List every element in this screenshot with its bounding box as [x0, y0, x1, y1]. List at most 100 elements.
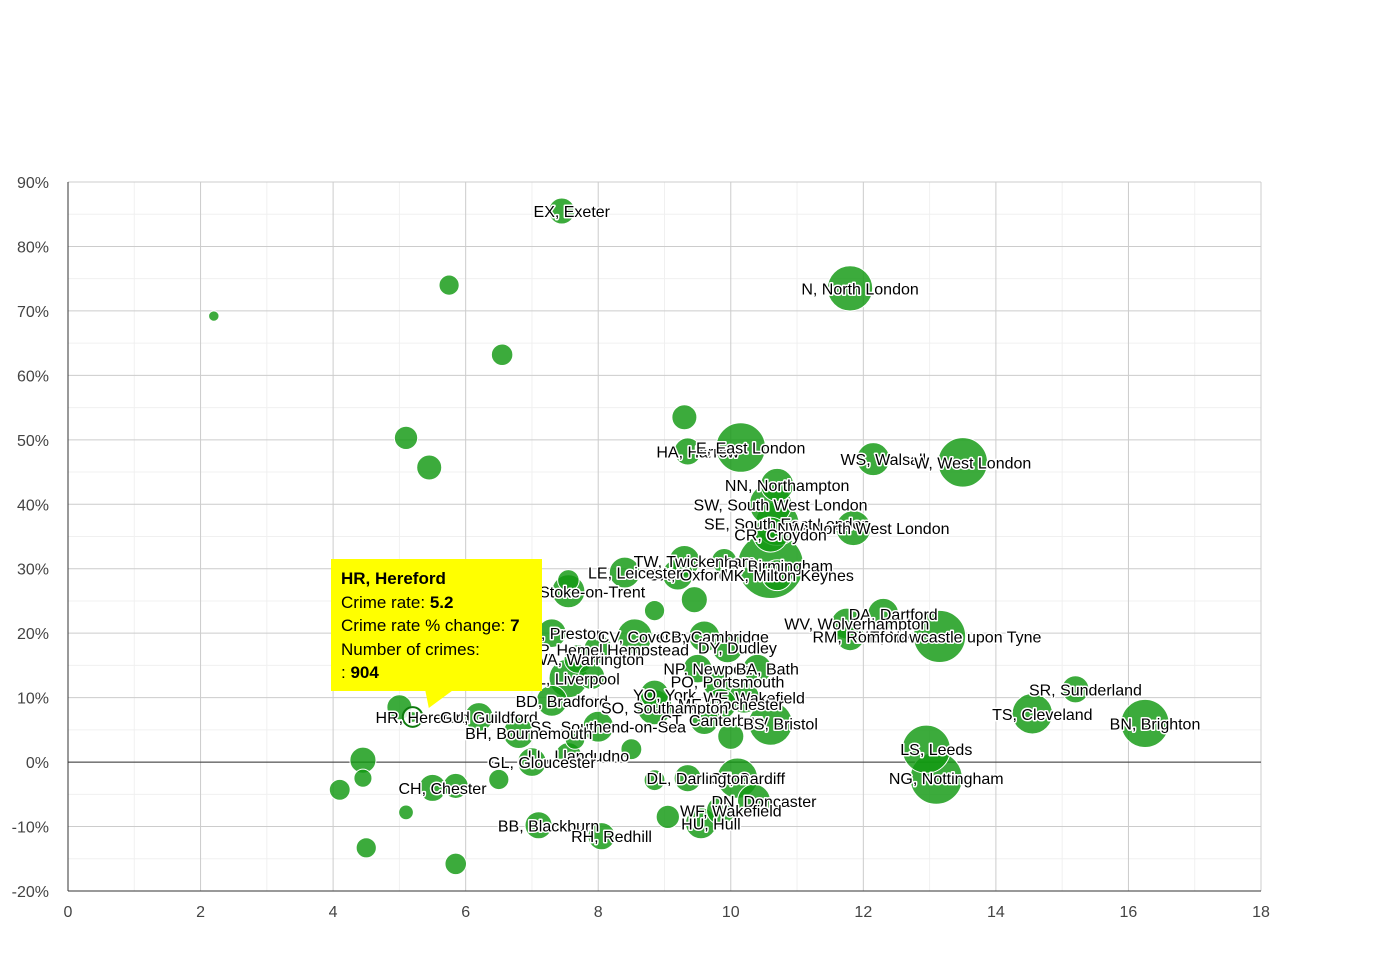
bubbles-layer [208, 197, 1170, 876]
bubble-label: CH, Chester [399, 781, 488, 798]
bubble [761, 559, 794, 592]
bubble-label: DY, Dudley [698, 640, 777, 657]
bubble [587, 822, 616, 851]
bubble [655, 804, 680, 830]
bubble [616, 618, 653, 655]
tooltip-change-label: Crime rate % change: [341, 616, 506, 635]
bubble-label: NW, North West London [777, 521, 949, 538]
bubble [901, 724, 951, 774]
bubble [680, 586, 708, 614]
x-tick-label: 12 [854, 904, 872, 921]
bubble-label: E, East London [696, 441, 805, 458]
y-tick-label: 70% [17, 304, 49, 321]
tooltip-rate-row: Crime rate: 5.2 [341, 591, 532, 615]
y-tick-label: 80% [17, 239, 49, 256]
bubble-label: SS, Southend-on-Sea [530, 720, 686, 737]
tooltip-change-row: Crime rate % change: 7 [341, 614, 532, 638]
y-tick-label: 30% [17, 562, 49, 579]
tooltip-count-label: Number of crimes: [341, 639, 480, 659]
bubble-label: SE, South East London [704, 517, 870, 534]
bubble [582, 710, 615, 743]
x-tick-label: 16 [1120, 904, 1138, 921]
bubble [442, 772, 469, 799]
bubble-label: GU, Guildford [440, 710, 538, 727]
tooltip-count-prefix: : [341, 663, 346, 682]
y-tick-label: 90% [17, 175, 49, 192]
bubble [548, 197, 576, 225]
bubble-label: EX, Exeter [534, 204, 611, 221]
bubble-label: ST, Stoke-on-Trent [512, 584, 646, 601]
y-tick-label: 0% [26, 755, 49, 772]
bubble [736, 783, 771, 818]
tooltip-change-value: 7 [510, 616, 520, 635]
bubble-label: CT, Canterbury [660, 713, 768, 730]
bubble [488, 768, 510, 791]
bubble-label: RH, Redhill [571, 829, 652, 846]
x-axis-ticks: 0 2 4 6 8 10 12 14 16 18 [64, 904, 1270, 921]
bubble-label: B, Birmingham [728, 559, 833, 576]
x-tick-label: 0 [64, 904, 73, 921]
bubble-label: HR, Hereford [376, 710, 470, 727]
bubble [673, 437, 702, 466]
bubble [564, 729, 586, 750]
bubble-label: CR, Croydon [734, 528, 826, 545]
bubble-label: LS, Leeds [900, 742, 972, 759]
bubble-label: CF, Cardiff [710, 771, 786, 788]
bubble [620, 738, 643, 761]
bubble-label: YO, York [633, 687, 697, 704]
y-tick-label: -10% [12, 820, 49, 837]
bubble-label: DA, Dartford [849, 607, 938, 624]
bubble [643, 600, 666, 622]
bubble-label: WS, Walsall [840, 452, 926, 469]
bubble [557, 569, 580, 592]
y-tick-label: 40% [17, 497, 49, 514]
bubble [715, 422, 766, 473]
bubble-label: WV, Wolverhampton [784, 617, 929, 634]
y-tick-label: 60% [17, 368, 49, 385]
bubble [438, 274, 460, 296]
bubble-label: PO, Portsmouth [671, 675, 785, 692]
bubble [643, 769, 666, 792]
bubble [760, 467, 795, 502]
bubble [826, 265, 874, 312]
bubble [867, 597, 900, 630]
bubble-label: NP, Newport [663, 662, 752, 679]
bubble [208, 310, 220, 322]
bubble [711, 631, 744, 664]
y-tick-label: 10% [17, 691, 49, 708]
x-tick-label: 10 [722, 904, 740, 921]
bubble-highlighted-core [407, 712, 418, 722]
bubble-label: HP, Hemel Hempstead [527, 642, 689, 659]
bubble [752, 516, 789, 553]
tooltip-title: HR, Hereford [341, 569, 446, 588]
bubble-label: SR, Sunderland [1029, 682, 1142, 699]
x-tick-label: 6 [461, 904, 470, 921]
bubble [393, 425, 419, 451]
bubble-label: LL, Llandudno [528, 749, 630, 766]
bubble [661, 558, 694, 591]
bubble [835, 510, 872, 547]
bubble-label: TW, Twickenham [634, 554, 756, 571]
bubble-label: LE, Leicester [588, 566, 682, 583]
bubble-label: BN, Brighton [1110, 716, 1201, 733]
bubble-label: NG, Nottingham [889, 771, 1004, 788]
y-tick-label: 50% [17, 433, 49, 450]
bubble [328, 778, 351, 801]
tooltip-rate-label: Crime rate: [341, 592, 426, 612]
bubble-label: SW, South West London [694, 497, 868, 514]
bubble [1061, 675, 1090, 704]
x-tick-label: 18 [1252, 904, 1270, 921]
bubble-label: HA, Harrow [656, 444, 739, 461]
bubble-label: WF, Wakefield [680, 803, 782, 820]
bubble [464, 702, 494, 732]
x-tick-label: 2 [196, 904, 205, 921]
bubble [502, 717, 535, 750]
bubble [608, 556, 641, 589]
bubble [682, 653, 713, 684]
bubble [1120, 698, 1170, 748]
bubble-label: ME, Rochester [678, 697, 784, 714]
bubble-label: BA, Bath [736, 662, 799, 679]
bubble [535, 684, 568, 717]
